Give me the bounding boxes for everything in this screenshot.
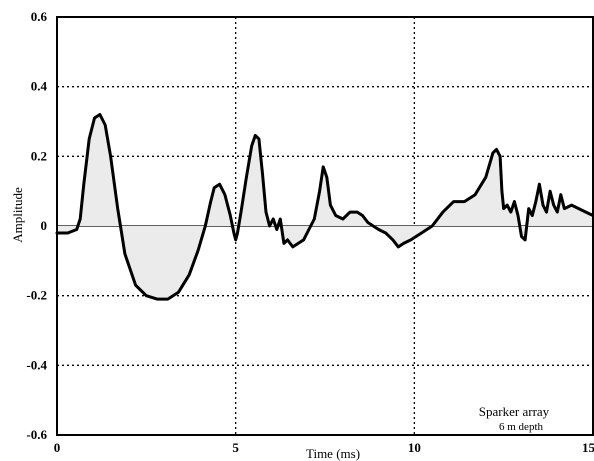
x-tick-labels: 0 5 10 15 [54, 440, 594, 455]
y-tick-label: 0.4 [31, 79, 48, 94]
annotation-depth: 6 m depth [499, 421, 543, 433]
waveform-line [55, 113, 594, 301]
x-tick-label: 10 [408, 440, 421, 455]
y-tick-labels: -0.6 -0.4 -0.2 0 0.2 0.4 0.6 [26, 9, 47, 442]
x-tick-label: 15 [582, 440, 594, 455]
y-tick-label: 0 [41, 218, 48, 233]
y-axis-label: Amplitude [10, 187, 25, 243]
y-tick-label: 0.2 [31, 148, 47, 163]
plot-frame [56, 16, 594, 436]
y-tick-label: -0.2 [26, 288, 47, 303]
y-tick-label: 0.6 [31, 9, 48, 24]
grid-lines [57, 17, 593, 435]
x-tick-label: 0 [54, 440, 61, 455]
x-tick-label: 5 [232, 440, 239, 455]
x-axis-label: Time (ms) [306, 446, 360, 461]
annotation-title: Sparker array [479, 404, 550, 419]
y-tick-label: -0.6 [26, 427, 47, 442]
y-tick-label: -0.4 [26, 357, 47, 372]
waveform-fill [57, 114, 593, 300]
